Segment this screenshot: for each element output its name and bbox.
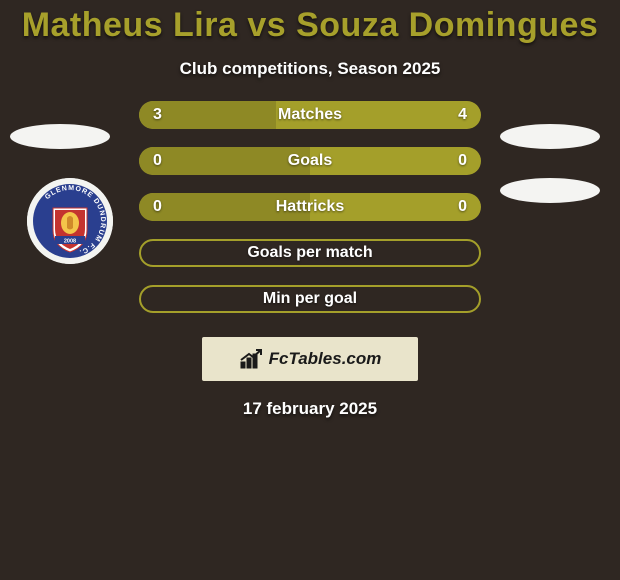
stat-label: Matches [139, 106, 481, 124]
stat-label: Goals [139, 152, 481, 170]
stat-bar-empty: Min per goal [139, 285, 481, 313]
stat-label: Goals per match [141, 244, 479, 262]
chart-arrow-icon [239, 348, 263, 370]
right-team-oval-1 [500, 124, 600, 149]
stat-label: Hattricks [139, 198, 481, 216]
page-subtitle: Club competitions, Season 2025 [0, 59, 620, 79]
brand-box: FcTables.com [202, 337, 418, 381]
brand-text: FcTables.com [269, 349, 382, 369]
page-title: Matheus Lira vs Souza Domingues [0, 0, 620, 45]
comparison-infographic: Matheus Lira vs Souza Domingues Club com… [0, 0, 620, 580]
stat-bar: 00Goals [139, 147, 481, 175]
stat-bar: 00Hattricks [139, 193, 481, 221]
svg-text:2008: 2008 [64, 239, 76, 245]
stat-row: Min per goal [0, 285, 620, 313]
crest-icon: GLENMORE DUNDRUM F.C. 2008 [27, 178, 113, 264]
stat-row: 00Goals [0, 147, 620, 175]
stat-bar-empty: Goals per match [139, 239, 481, 267]
left-team-crest: GLENMORE DUNDRUM F.C. 2008 [27, 178, 113, 264]
right-team-oval-2 [500, 178, 600, 203]
stat-label: Min per goal [141, 290, 479, 308]
left-team-oval [10, 124, 110, 149]
date-footer: 17 february 2025 [0, 399, 620, 419]
stat-bar: 34Matches [139, 101, 481, 129]
